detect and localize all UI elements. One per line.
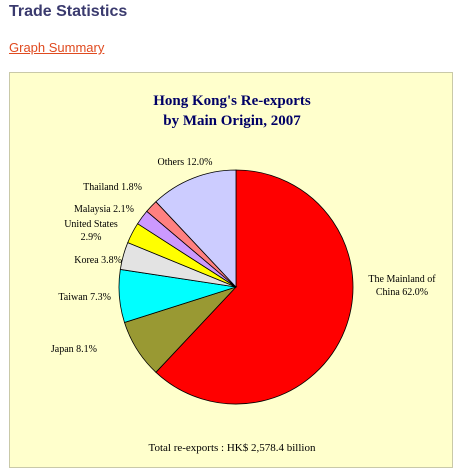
chart-footnote: Total re-exports : HK$ 2,578.4 billion <box>149 442 316 454</box>
slice-label-others: Others 12.0% <box>158 157 213 168</box>
page-title: Trade Statistics <box>9 3 128 20</box>
slice-label-japan: Japan 8.1% <box>51 344 97 355</box>
chart-panel: Hong Kong's Re-exports by Main Origin, 2… <box>9 72 453 468</box>
pie-slice-the-mainland-of-china <box>155 169 354 405</box>
slice-label-thailand: Thailand 1.8% <box>83 182 142 193</box>
slice-label-korea: Korea 3.8% <box>74 255 122 266</box>
slice-label-malaysia: Malaysia 2.1% <box>74 204 134 215</box>
chart-title-line-1: Hong Kong's Re-exports <box>153 93 311 109</box>
graph-summary-link[interactable]: Graph Summary <box>9 40 105 55</box>
chart-title-line-2: by Main Origin, 2007 <box>163 113 301 129</box>
pie-slice-others <box>155 169 237 289</box>
slice-label-taiwan: Taiwan 7.3% <box>58 292 111 303</box>
slice-label-the-mainland-of-china: The Mainland of China 62.0% <box>368 274 436 298</box>
slice-label-united-states: United States 2.9% <box>64 219 118 243</box>
pie-chart: Hong Kong's Re-exports by Main Origin, 2… <box>51 93 436 454</box>
